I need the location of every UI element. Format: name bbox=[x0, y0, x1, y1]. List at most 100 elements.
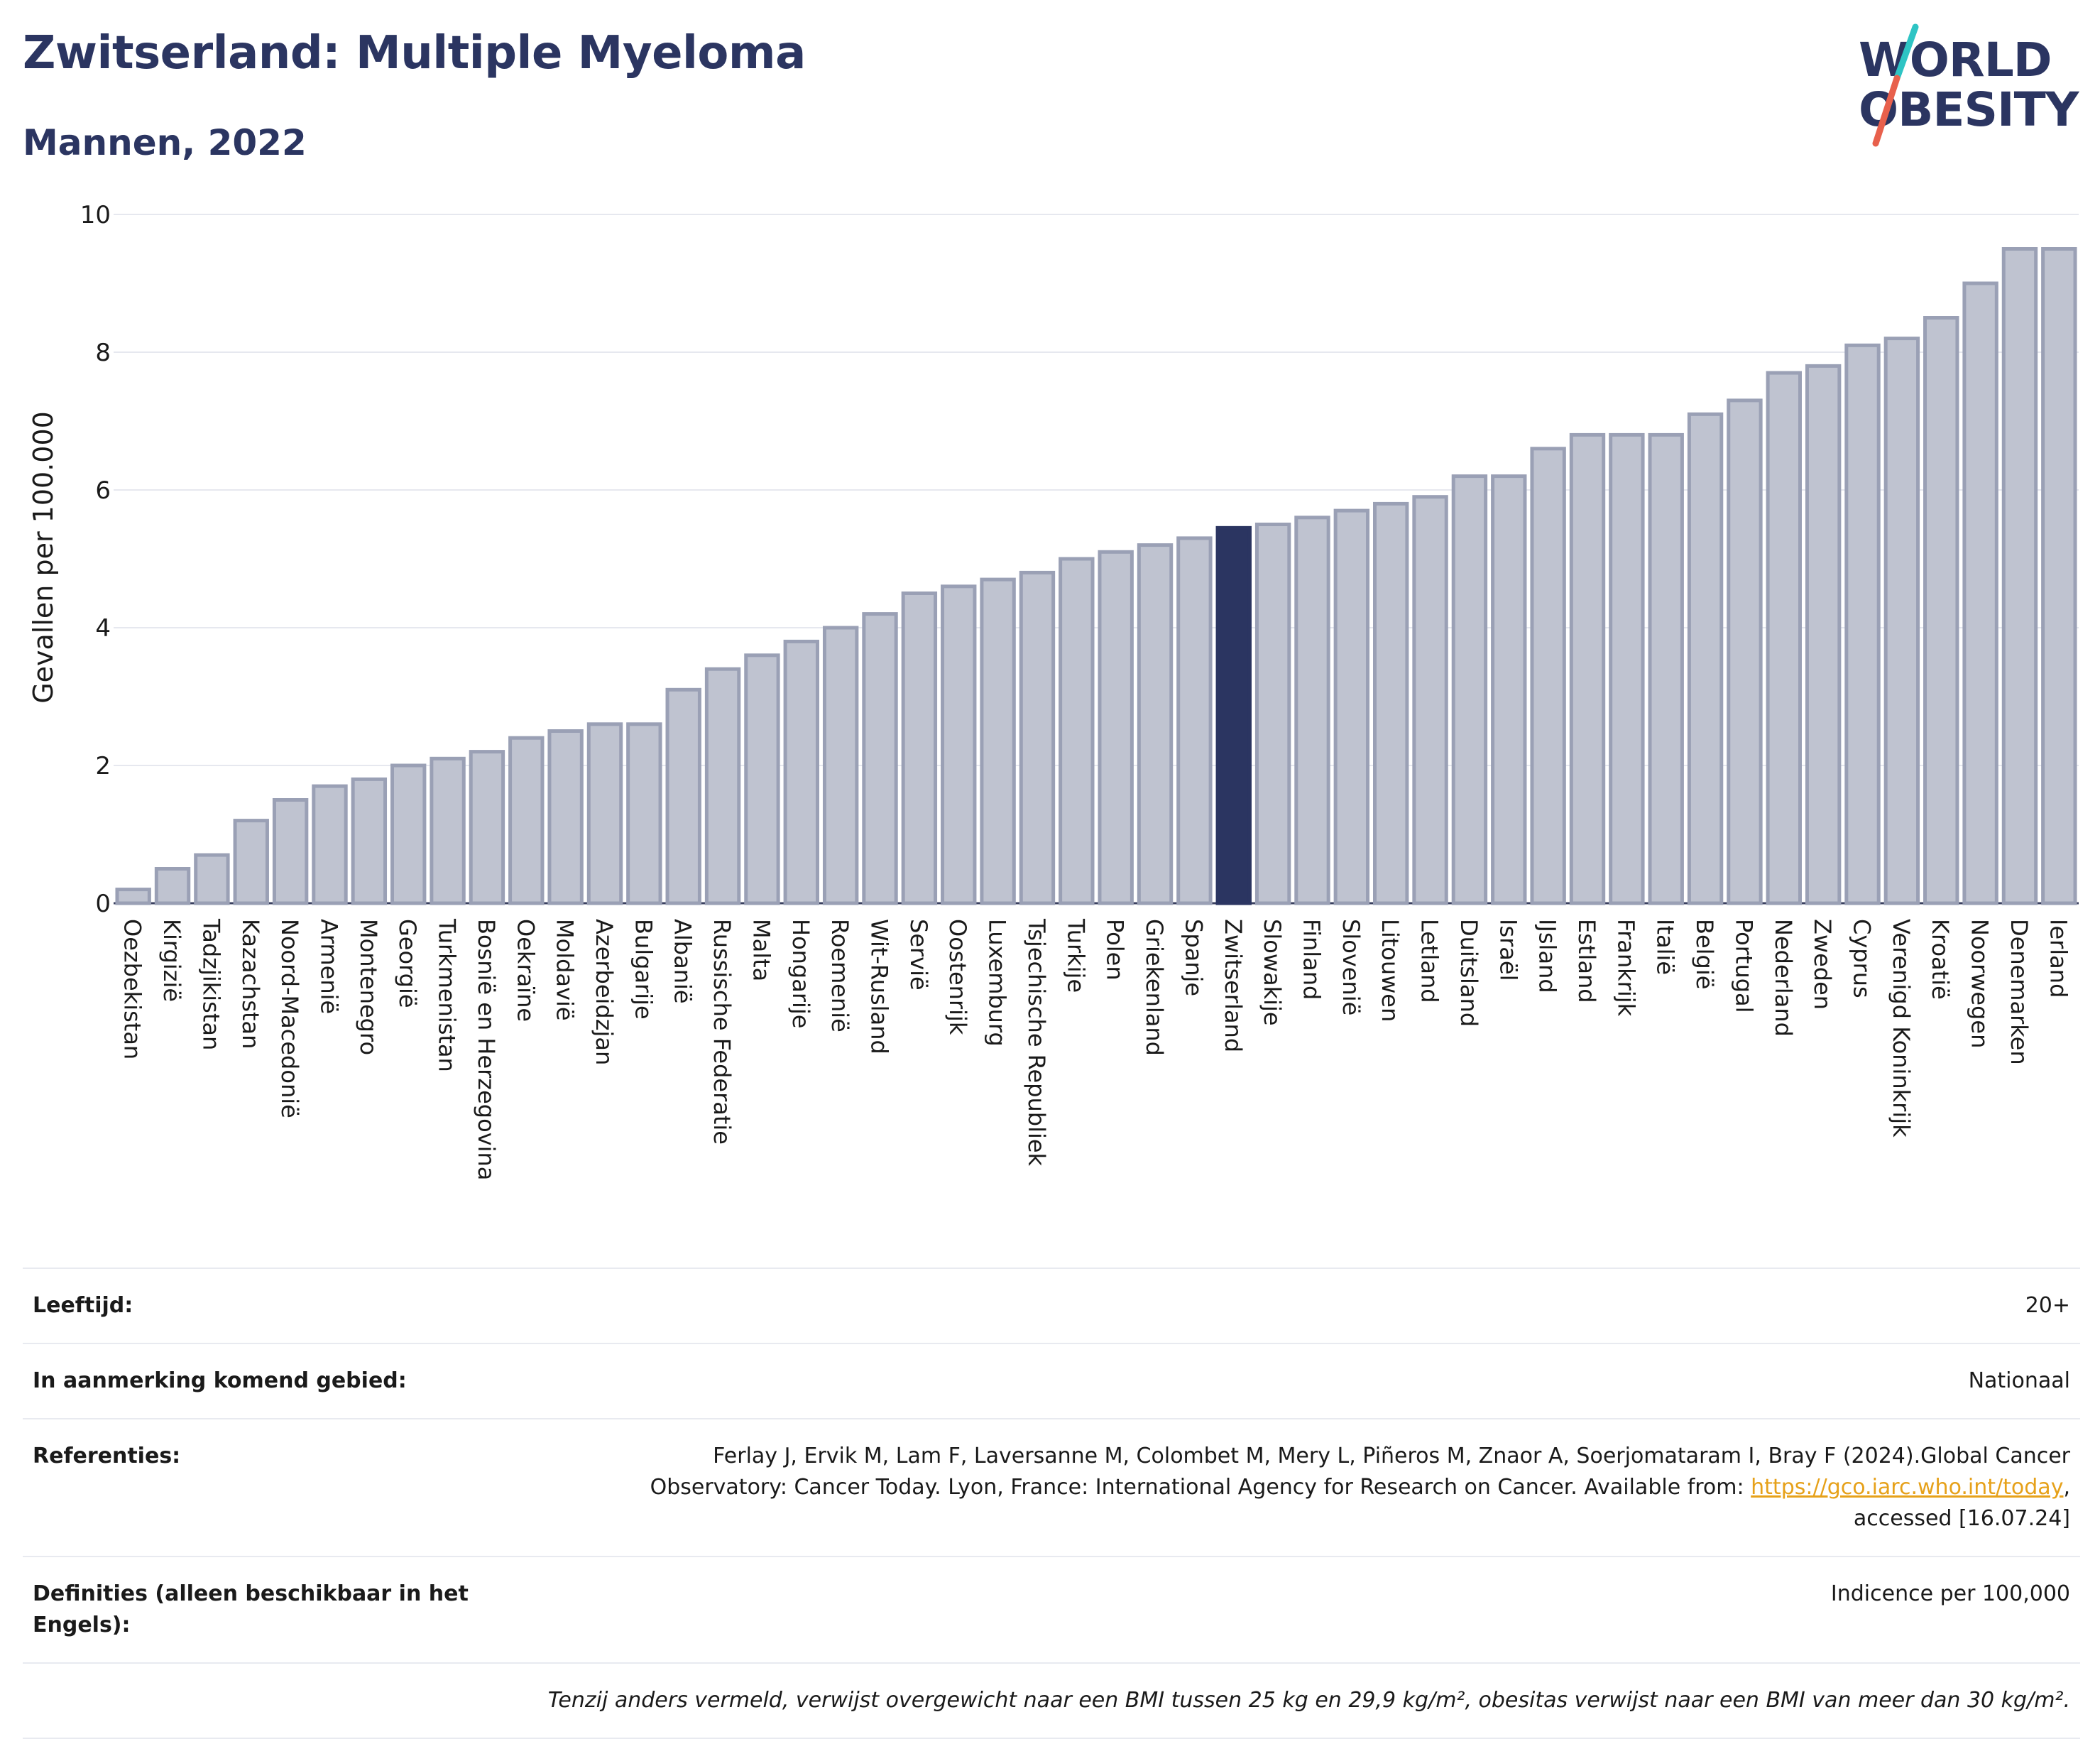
bar bbox=[1333, 508, 1370, 905]
bar bbox=[1412, 495, 1448, 905]
x-tick-label: Frankrijk bbox=[1612, 919, 1639, 1017]
x-tick-label: Turkmenistan bbox=[434, 918, 461, 1072]
x-tick-label: België bbox=[1691, 919, 1718, 989]
bar bbox=[154, 867, 191, 905]
x-tick-label: Oekraïne bbox=[512, 919, 539, 1022]
x-tick-label: Slowakije bbox=[1259, 919, 1286, 1026]
y-tick-label: 6 bbox=[95, 476, 111, 505]
bar bbox=[1137, 543, 1174, 905]
bar bbox=[1923, 316, 1959, 905]
logo-line-1: WORLD bbox=[1859, 33, 2052, 87]
x-tick-label: Roemenië bbox=[826, 919, 853, 1032]
x-tick-label: Spanje bbox=[1180, 919, 1207, 996]
x-tick-label: Israël bbox=[1494, 919, 1521, 981]
x-tick-label: Zwitserland bbox=[1220, 919, 1247, 1052]
x-tick-labels: Oezbekistan Kirgizië Tadzjikistan Kazachsta… bbox=[119, 918, 2072, 1180]
bar bbox=[941, 584, 977, 905]
bar bbox=[115, 888, 151, 905]
x-tick-label: Azerbeidzjan bbox=[591, 919, 618, 1065]
bar bbox=[1294, 516, 1330, 905]
bar bbox=[665, 687, 701, 905]
y-tick-labels: 0 2 4 6 8 10 bbox=[80, 201, 111, 918]
x-tick-label: Noord-Macedonië bbox=[276, 919, 303, 1118]
x-tick-label: Letland bbox=[1416, 919, 1443, 1003]
x-tick-label: Denemarken bbox=[2006, 919, 2033, 1065]
x-tick-label: Russische Federatie bbox=[709, 919, 735, 1145]
bar bbox=[626, 722, 662, 905]
reference-text-1: Ferlay J, Ervik M, Lam F, Laversanne M, … bbox=[713, 1444, 2070, 1468]
bar bbox=[1176, 536, 1213, 905]
x-tick-label: Albanië bbox=[669, 919, 696, 1004]
area-label: In aanmerking komend gebied: bbox=[33, 1368, 407, 1393]
x-tick-label: Montenegro bbox=[355, 919, 382, 1055]
reference-link[interactable]: https://gco.iarc.who.int/today bbox=[1751, 1475, 2064, 1500]
bar bbox=[351, 777, 388, 905]
x-tick-label: Kirgizië bbox=[158, 919, 185, 1002]
x-tick-label: Cyprus bbox=[1849, 919, 1876, 998]
reference-text-2: Observatory: Cancer Today. Lyon, France:… bbox=[650, 1475, 1751, 1500]
bar bbox=[1648, 432, 1684, 905]
reference-text-4: accessed [16.07.24] bbox=[1853, 1506, 2070, 1531]
bar bbox=[1098, 550, 1134, 905]
x-tick-label: Portugal bbox=[1730, 919, 1757, 1013]
bar bbox=[1530, 447, 1566, 905]
page-title: Zwitserland: Multiple Myeloma bbox=[23, 27, 806, 80]
info-row-area: In aanmerking komend gebied: Nationaal bbox=[23, 1343, 2080, 1418]
x-tick-label: Kroatië bbox=[1927, 919, 1954, 1000]
x-tick-label: Slovenië bbox=[1338, 919, 1365, 1015]
bar bbox=[822, 626, 859, 905]
x-tick-label: Moldavië bbox=[552, 919, 579, 1021]
bar bbox=[390, 763, 427, 905]
bar bbox=[744, 653, 780, 905]
info-row-note: Tenzij anders vermeld, verwijst overgewi… bbox=[23, 1662, 2080, 1739]
x-tick-label: Verenigd Koninkrijk bbox=[1888, 919, 1915, 1138]
x-tick-label: Servië bbox=[905, 919, 932, 991]
info-table: Leeftijd: 20+ In aanmerking komend gebie… bbox=[23, 1268, 2080, 1739]
bars bbox=[115, 247, 2077, 905]
bar-highlight bbox=[1215, 525, 1252, 905]
logo-slash-icon bbox=[1872, 23, 1919, 147]
y-tick-label: 2 bbox=[95, 752, 111, 780]
bar bbox=[1609, 432, 1645, 905]
bar bbox=[980, 577, 1016, 905]
bar bbox=[2041, 247, 2077, 905]
x-tick-label: Duitsland bbox=[1455, 919, 1482, 1027]
bar bbox=[547, 729, 584, 905]
bar bbox=[194, 853, 230, 905]
bar bbox=[1805, 364, 1842, 905]
x-tick-label: Italië bbox=[1652, 919, 1679, 975]
x-tick-label: Tsjechische Republiek bbox=[1023, 918, 1050, 1167]
bar bbox=[272, 798, 309, 905]
x-tick-label: Oostenrijk bbox=[944, 919, 971, 1035]
bar bbox=[704, 667, 741, 905]
bar bbox=[1254, 523, 1291, 905]
x-tick-label: Hongarije bbox=[787, 919, 814, 1028]
bar bbox=[1491, 474, 1527, 905]
bar bbox=[783, 639, 819, 905]
info-row-definitions: Definities (alleen beschikbaar in het En… bbox=[23, 1556, 2080, 1662]
bar bbox=[1569, 432, 1606, 905]
references-value: Ferlay J, Ervik M, Lam F, Laversanne M, … bbox=[487, 1441, 2070, 1534]
x-tick-label: Nederland bbox=[1770, 919, 1797, 1037]
bar bbox=[430, 756, 466, 905]
x-tick-label: Bosnië en Herzegovina bbox=[473, 919, 500, 1180]
bar-chart: 0 2 4 6 8 10 Oezbekistan Kirgizië Tadzjikistan K… bbox=[28, 201, 2079, 1180]
page-subtitle: Mannen, 2022 bbox=[23, 122, 307, 163]
bar bbox=[1059, 557, 1095, 905]
bar bbox=[1962, 281, 1998, 905]
bar bbox=[1844, 343, 1881, 905]
definitions-label: Definities (alleen beschikbaar in het En… bbox=[33, 1581, 469, 1637]
x-tick-label: Zweden bbox=[1809, 919, 1836, 1010]
logo-line-2: OBESITY bbox=[1859, 82, 2079, 137]
bar bbox=[233, 819, 269, 905]
bar bbox=[469, 750, 505, 905]
x-tick-label: Armenië bbox=[315, 919, 342, 1014]
y-tick-label: 10 bbox=[80, 201, 111, 229]
x-tick-label: Turkije bbox=[1062, 918, 1089, 993]
x-tick-label: Ierland bbox=[2045, 919, 2072, 998]
bar bbox=[1687, 412, 1724, 905]
y-tick-label: 0 bbox=[95, 890, 111, 918]
age-label: Leeftijd: bbox=[33, 1293, 133, 1318]
x-tick-label: Kazachstan bbox=[237, 919, 264, 1049]
x-tick-label: Luxemburg bbox=[984, 919, 1011, 1047]
